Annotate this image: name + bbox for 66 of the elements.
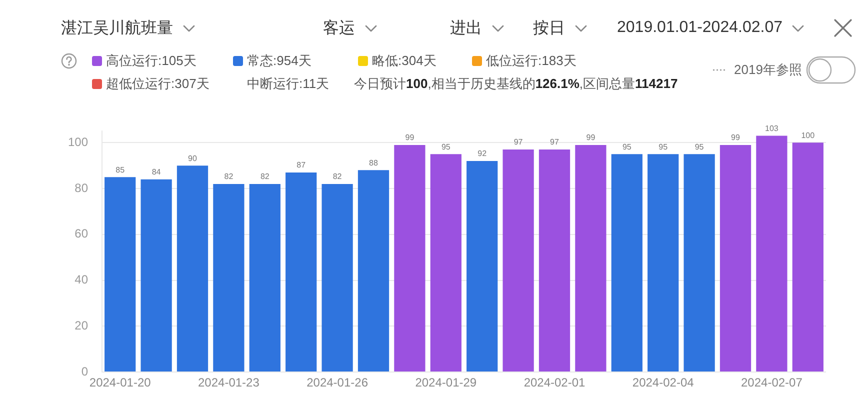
y-tick-label: 40: [74, 272, 88, 287]
x-tick-label: 2024-01-23: [198, 376, 260, 390]
legend-label: 低位运行:183天: [486, 52, 576, 70]
legend-label: 超低位运行:307天: [106, 75, 210, 93]
legend-label: 略低:304天: [372, 52, 436, 70]
data-label: 100: [801, 130, 816, 140]
bar: [286, 172, 317, 372]
bar: [575, 144, 606, 372]
x-tick-label: 2024-02-07: [741, 376, 803, 390]
legend-label: 常态:954天: [247, 52, 312, 70]
data-label: 95: [694, 142, 704, 152]
bar: [430, 154, 462, 372]
y-tick-label: 20: [74, 318, 88, 332]
data-label: 97: [550, 138, 560, 147]
bar: [249, 184, 280, 372]
data-label: 99: [586, 133, 596, 142]
legend-label: 高位运行:105天: [106, 52, 196, 70]
text: 2019年参照: [734, 61, 802, 79]
bar: [792, 142, 824, 372]
data-label: 95: [658, 142, 668, 152]
x-tick-label: 2024-01-29: [415, 376, 477, 390]
bar: [720, 144, 752, 372]
x-tick-label: 2024-01-26: [306, 376, 368, 390]
x-tick-label: 2024-02-01: [524, 376, 586, 390]
data-label: 103: [765, 124, 779, 133]
bar: [684, 154, 715, 372]
bar: [502, 150, 534, 372]
data-label: 82: [260, 172, 270, 182]
bar: [611, 154, 642, 372]
data-label: 90: [188, 154, 198, 163]
text: 客运: [323, 18, 355, 38]
data-label: 87: [296, 160, 306, 170]
data-label: 99: [731, 133, 740, 142]
data-label: 99: [405, 133, 415, 142]
text: 按日: [533, 18, 565, 38]
bar: [466, 161, 498, 372]
y-tick-label: 0: [81, 364, 88, 378]
text: 中断运行:11天: [247, 76, 330, 92]
chart-title: 湛江吴川航班量: [61, 18, 173, 38]
bar: [538, 150, 570, 372]
bar: [176, 166, 208, 372]
bar: [648, 154, 679, 372]
text: 今日预计100,相当于历史基线的126.1%,区间总量114217: [354, 76, 678, 91]
bar: [213, 184, 244, 372]
data-label: 85: [116, 165, 126, 174]
x-tick-label: 2024-02-04: [632, 376, 694, 390]
bar: [104, 177, 136, 372]
data-label: 97: [514, 138, 524, 147]
bar: [394, 144, 426, 372]
text: 2019.01.01-2024.02.07: [617, 19, 782, 37]
data-label: 84: [152, 168, 162, 177]
bar: [322, 184, 353, 372]
bar: [358, 170, 390, 372]
bar: [756, 136, 788, 372]
data-label: 88: [369, 158, 378, 168]
data-label: 82: [224, 172, 234, 182]
data-label: 95: [441, 142, 451, 152]
data-label: 82: [332, 172, 342, 182]
data-label: 95: [622, 142, 632, 152]
y-tick-label: 100: [68, 134, 88, 149]
bar: [140, 179, 172, 372]
y-tick-label: 60: [74, 226, 88, 241]
text: 进出: [450, 18, 482, 38]
data-label: 92: [478, 149, 488, 158]
x-tick-label: 2024-01-20: [89, 376, 152, 390]
y-tick-label: 80: [74, 180, 88, 195]
